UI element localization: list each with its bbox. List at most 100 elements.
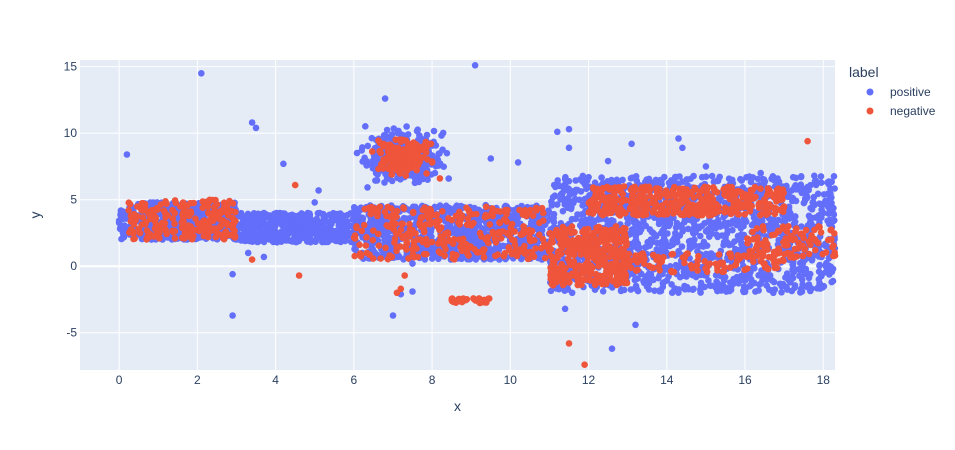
scatter-point-positive (353, 214, 360, 222)
scatter-point-positive (721, 199, 729, 207)
scatter-point-negative (623, 240, 630, 247)
scatter-point-positive (513, 215, 521, 223)
scatter-point-positive (816, 262, 823, 270)
scatter-point-negative (556, 235, 563, 242)
scatter-point-negative (163, 230, 170, 238)
scatter-point-negative (358, 227, 366, 235)
scatter-point-positive (678, 243, 686, 250)
scatter-point-positive (584, 216, 592, 224)
scatter-point-positive (314, 221, 321, 228)
scatter-point-positive (383, 126, 391, 134)
scatter-point-negative (366, 206, 374, 213)
scatter-point-positive (249, 238, 256, 245)
scatter-point-positive (797, 173, 805, 181)
scatter-point-positive (720, 241, 727, 249)
scatter-point-positive (613, 176, 621, 184)
scatter-point-negative (171, 209, 178, 217)
scatter-point-negative (466, 209, 473, 217)
scatter-point-negative (521, 242, 528, 250)
scatter-point-negative (595, 223, 603, 231)
scatter-point-positive (681, 219, 688, 226)
scatter-point-negative (601, 262, 609, 270)
scatter-point-negative (764, 185, 772, 192)
scatter-point-positive (354, 208, 362, 215)
scatter-point-positive (499, 242, 507, 250)
scatter-point-negative (536, 231, 543, 239)
scatter-point-negative (171, 197, 179, 204)
scatter-point-negative (611, 245, 619, 252)
scatter-point-negative (665, 204, 673, 212)
scatter-point-positive (697, 279, 705, 287)
scatter-point-positive (229, 270, 236, 278)
scatter-point-positive (590, 218, 598, 226)
scatter-point-positive (702, 228, 710, 235)
scatter-point-negative (393, 207, 401, 215)
scatter-point-positive (389, 312, 397, 319)
scatter-point-negative (144, 233, 152, 241)
scatter-point-negative (192, 215, 199, 222)
scatter-point-positive (381, 95, 389, 102)
scatter-point-positive (568, 289, 576, 297)
scatter-point-positive (735, 280, 742, 287)
scatter-point-negative (222, 208, 230, 216)
scatter-point-positive (683, 176, 691, 183)
scatter-point-positive (706, 282, 714, 289)
scatter-point-positive (798, 288, 806, 295)
scatter-point-negative (195, 227, 203, 235)
scatter-point-negative (592, 279, 600, 287)
scatter-point-positive (576, 196, 583, 204)
scatter-point-negative (351, 252, 359, 260)
scatter-point-positive (628, 140, 635, 148)
scatter-point-positive (760, 176, 768, 183)
scatter-point-positive (554, 128, 561, 136)
scatter-point-positive (556, 182, 563, 190)
scatter-point-positive (818, 179, 825, 186)
scatter-point-negative (186, 230, 194, 238)
scatter-point-negative (439, 208, 446, 215)
scatter-point-positive (244, 249, 252, 257)
scatter-point-negative (231, 227, 238, 235)
scatter-point-positive (685, 238, 693, 245)
scatter-point-positive (567, 187, 574, 194)
scatter-point-negative (179, 211, 186, 219)
scatter-point-negative (455, 219, 462, 226)
scatter-point-negative (171, 227, 179, 235)
scatter-point-negative (139, 214, 147, 221)
scatter-point-negative (212, 233, 220, 241)
scatter-point-positive (767, 224, 774, 231)
scatter-point-positive (314, 234, 321, 241)
scatter-point-positive (394, 253, 401, 261)
scatter-point-negative (516, 206, 523, 214)
scatter-point-positive (428, 250, 436, 258)
scatter-point-negative (432, 211, 440, 219)
scatter-point-positive (331, 217, 338, 224)
scatter-point-positive (303, 224, 311, 231)
scatter-point-negative (393, 230, 400, 237)
scatter-point-positive (829, 277, 837, 285)
scatter-point-positive (754, 175, 762, 183)
scatter-point-positive (702, 250, 710, 258)
scatter-point-positive (631, 225, 638, 233)
scatter-point-negative (169, 215, 177, 222)
scatter-point-positive (770, 289, 777, 297)
scatter-point-positive (118, 207, 125, 215)
scatter-point-negative (216, 216, 223, 223)
scatter-point-negative (646, 192, 654, 200)
scatter-point-positive (785, 203, 793, 211)
scatter-point-negative (226, 221, 234, 229)
scatter-point-positive (435, 162, 443, 169)
scatter-point-positive (372, 159, 379, 167)
scatter-point-positive (198, 70, 205, 77)
scatter-point-positive (830, 211, 838, 218)
scatter-point-negative (779, 206, 787, 214)
scatter-point-positive (673, 238, 681, 246)
scatter-point-negative (538, 204, 546, 212)
scatter-point-positive (471, 226, 479, 234)
scatter-point-positive (746, 173, 753, 180)
scatter-point-negative (435, 217, 443, 224)
scatter-point-positive (269, 216, 276, 224)
scatter-point-negative (549, 260, 557, 268)
scatter-point-positive (550, 214, 557, 222)
scatter-point-positive (646, 226, 654, 233)
scatter-point-positive (241, 219, 248, 226)
